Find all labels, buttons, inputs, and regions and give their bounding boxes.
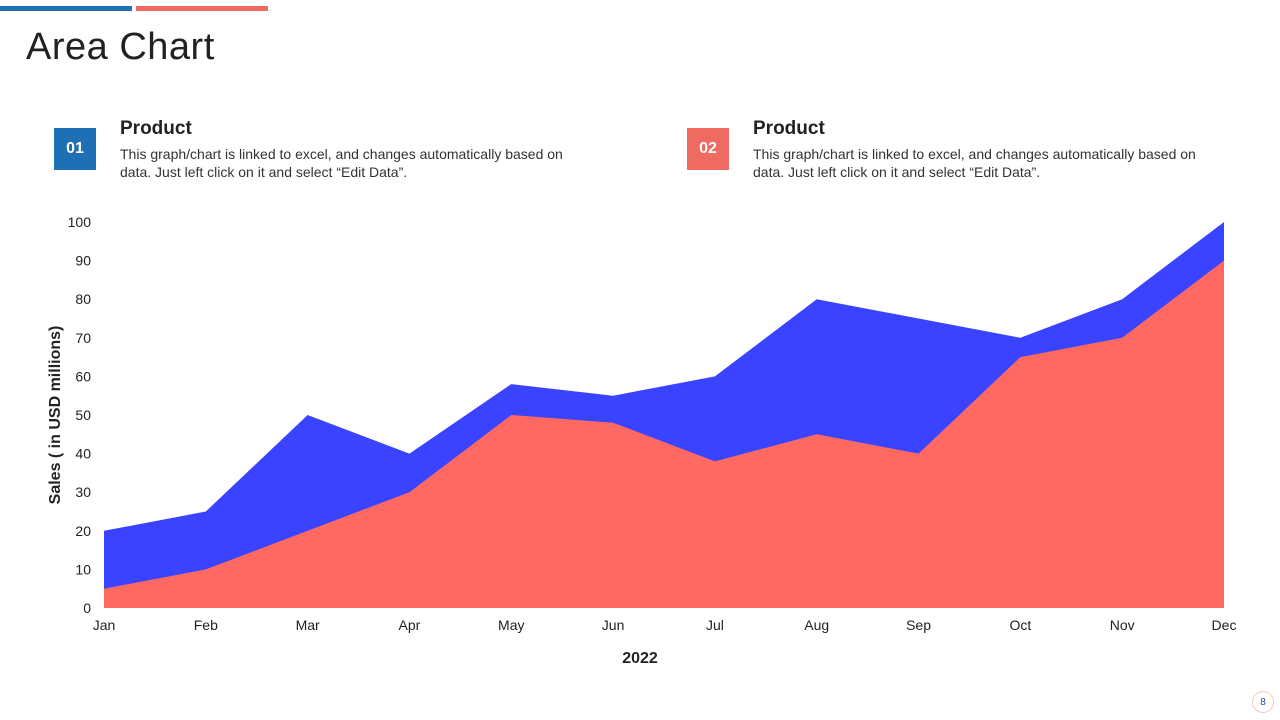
legend-title-2: Product (753, 118, 825, 139)
x-tick-label: Sep (906, 617, 931, 633)
page-number: 8 (1252, 691, 1274, 713)
badge-02: 02 (687, 128, 729, 170)
y-tick-label: 20 (75, 523, 91, 539)
y-tick-label: 70 (75, 330, 91, 346)
y-tick-label: 30 (75, 484, 91, 500)
x-tick-label: Jun (602, 617, 625, 633)
x-tick-label: May (498, 617, 524, 633)
y-tick-label: 100 (68, 214, 92, 230)
y-axis-label: Sales ( in USD millions) (47, 326, 64, 505)
accent-bar-coral (136, 6, 268, 11)
y-tick-label: 80 (75, 291, 91, 307)
badge-01: 01 (54, 128, 96, 170)
x-tick-label: Nov (1110, 617, 1135, 633)
x-tick-label: Apr (399, 617, 421, 633)
legend-description-2: This graph/chart is linked to excel, and… (753, 146, 1196, 180)
x-tick-label: Jan (93, 617, 116, 633)
x-tick-label: Mar (296, 617, 320, 633)
x-tick-label: Aug (804, 617, 829, 633)
legend-description-1: This graph/chart is linked to excel, and… (120, 146, 563, 180)
y-tick-label: 10 (75, 561, 91, 577)
area-series-2 (104, 260, 1224, 608)
legend-title-1: Product (120, 118, 192, 139)
x-axis-label: 2022 (622, 650, 658, 667)
y-tick-label: 60 (75, 368, 91, 384)
y-tick-label: 50 (75, 407, 91, 423)
x-tick-label: Dec (1212, 617, 1237, 633)
x-tick-label: Jul (706, 617, 724, 633)
x-tick-label: Oct (1009, 617, 1031, 633)
x-tick-label: Feb (194, 617, 218, 633)
accent-bar-blue (0, 6, 132, 11)
y-tick-label: 40 (75, 446, 91, 462)
page-title: Area Chart (26, 26, 215, 68)
y-tick-label: 90 (75, 253, 91, 269)
y-tick-label: 0 (83, 600, 91, 616)
